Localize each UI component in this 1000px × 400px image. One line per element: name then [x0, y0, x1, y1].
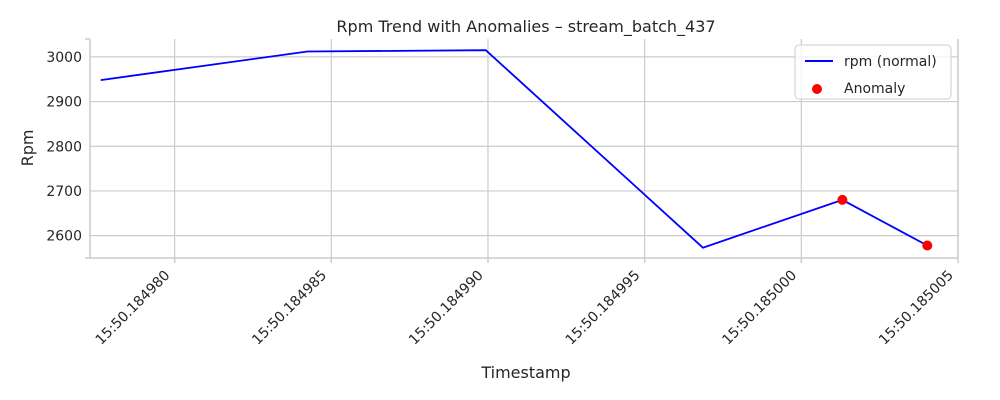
chart-title: Rpm Trend with Anomalies – stream_batch_…: [336, 17, 715, 37]
y-axis-ticks: 2600 2700 2800 2900 3000: [46, 50, 82, 245]
series-layer: [100, 49, 933, 251]
y-axis-label: Rpm: [18, 130, 37, 167]
y-tick-label: 3000: [46, 50, 82, 66]
legend-swatch-dot: [812, 84, 822, 94]
legend-entry-label: Anomaly: [844, 81, 905, 97]
x-tick-label: 15:50.184985: [249, 268, 330, 349]
legend-box: [794, 44, 952, 100]
x-tick-label: 15:50.184995: [563, 268, 644, 349]
y-tick-label: 2800: [46, 139, 82, 155]
legend-entry-label: rpm (normal): [844, 54, 937, 70]
y-tick-label: 2600: [46, 229, 82, 245]
y-tick-label: 2900: [46, 95, 82, 111]
series-line-rpm: [100, 49, 928, 249]
y-tick-label: 2700: [46, 184, 82, 200]
axes-frame: [85, 38, 959, 259]
anomaly-point: [922, 240, 933, 251]
x-tick-label: 15:50.185005: [876, 268, 957, 349]
x-tick-label: 15:50.184990: [406, 268, 487, 349]
anomaly-point: [837, 194, 848, 205]
x-tick-label: 15:50.185000: [719, 268, 800, 349]
x-axis-label: Timestamp: [480, 363, 570, 382]
x-tick-label: 15:50.184980: [93, 268, 174, 349]
x-axis-ticks: 15:50.184980 15:50.184985 15:50.184990 15:5…: [93, 258, 959, 349]
legend: rpm (normal) Anomaly: [794, 44, 952, 100]
